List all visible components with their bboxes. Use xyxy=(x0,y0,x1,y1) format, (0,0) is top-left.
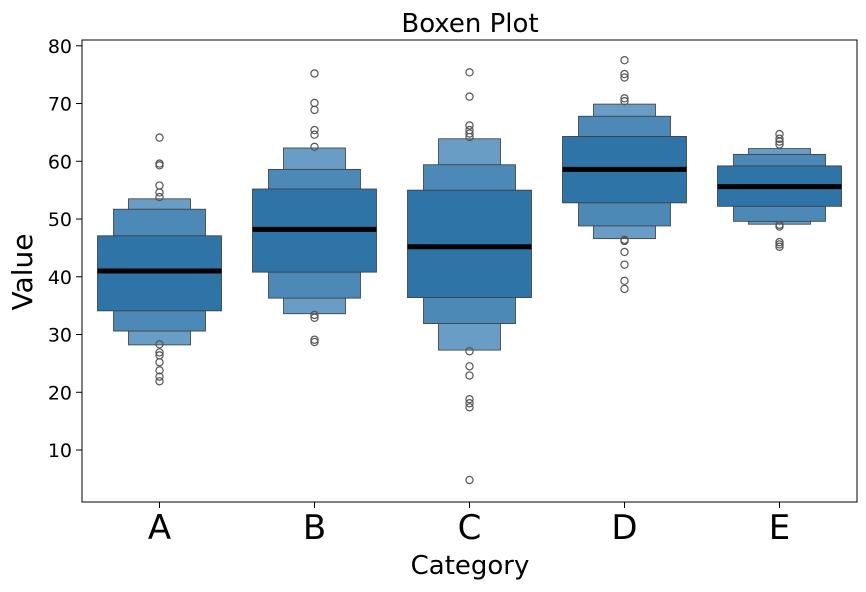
x-tick-label: D xyxy=(611,508,637,548)
outlier-point xyxy=(310,105,319,115)
outlier-point xyxy=(310,313,319,322)
outlier-point xyxy=(775,237,784,247)
y-tick-label: 40 xyxy=(48,267,72,289)
y-tick-label: 50 xyxy=(48,209,72,231)
outlier-point xyxy=(465,347,474,356)
outlier-point xyxy=(465,68,474,77)
boxen-group-a xyxy=(97,133,222,386)
outlier-point xyxy=(465,121,474,130)
outlier-point xyxy=(310,310,319,320)
outlier-point xyxy=(465,132,474,142)
y-axis: 10 20 30 40 50 60 70 80 xyxy=(48,36,82,462)
outlier-point xyxy=(155,358,164,367)
boxen-group-b xyxy=(252,69,377,347)
y-tick-label: 70 xyxy=(48,94,72,116)
outlier-point xyxy=(155,377,164,386)
outlier-point xyxy=(465,371,474,380)
y-tick-label: 60 xyxy=(48,151,72,173)
x-tick-label: B xyxy=(303,508,326,548)
outlier-point xyxy=(620,94,629,103)
outlier-point xyxy=(620,236,629,246)
outlier-point xyxy=(775,137,784,146)
outlier-point xyxy=(775,240,784,249)
outlier-point xyxy=(620,97,629,106)
outlier-point xyxy=(155,372,164,381)
outlier-point xyxy=(620,73,629,82)
outlier-point xyxy=(465,475,474,485)
outlier-point xyxy=(775,242,784,251)
outlier-point xyxy=(465,129,474,138)
boxen-group-d xyxy=(562,56,687,294)
outlier-point xyxy=(465,395,474,404)
x-axis-label: Category xyxy=(411,551,530,581)
outlier-point xyxy=(775,134,784,143)
chart-title: Boxen Plot xyxy=(401,9,538,39)
outlier-point xyxy=(310,337,319,347)
outlier-point xyxy=(155,348,164,357)
outlier-point xyxy=(310,69,319,78)
outlier-point xyxy=(465,362,474,371)
outlier-point xyxy=(310,98,319,108)
outlier-point xyxy=(465,92,474,101)
boxen-group-e xyxy=(717,129,842,251)
y-tick-label: 30 xyxy=(48,325,72,347)
outlier-point xyxy=(310,335,319,344)
outlier-point xyxy=(620,276,629,286)
x-tick-label: C xyxy=(458,508,482,548)
boxen-group-c xyxy=(407,68,532,485)
outlier-point xyxy=(310,142,319,152)
x-tick-label: E xyxy=(769,508,790,548)
outlier-point xyxy=(155,192,164,202)
y-axis-label: Value xyxy=(6,234,39,311)
outlier-point xyxy=(155,366,164,375)
y-tick-label: 10 xyxy=(48,440,72,462)
outlier-point xyxy=(620,247,629,257)
outlier-point xyxy=(465,403,474,412)
outlier-point xyxy=(155,161,164,170)
outlier-point xyxy=(155,181,164,190)
outlier-point xyxy=(155,188,164,197)
boxen-level-box xyxy=(407,189,532,298)
outlier-point xyxy=(155,133,164,142)
y-tick-label: 80 xyxy=(48,36,72,58)
outlier-point xyxy=(620,284,629,294)
x-axis: A B C D E xyxy=(148,502,790,548)
outlier-point xyxy=(775,222,784,231)
outlier-point xyxy=(155,340,164,349)
outlier-point xyxy=(775,140,784,149)
outlier-point xyxy=(465,399,474,408)
outlier-point xyxy=(620,260,629,269)
outlier-point xyxy=(310,125,319,135)
outlier-point xyxy=(620,69,629,79)
y-tick-label: 20 xyxy=(48,382,72,404)
x-tick-label: A xyxy=(148,508,171,548)
plot-area xyxy=(97,56,842,485)
outlier-point xyxy=(310,130,319,139)
outlier-point xyxy=(620,56,629,65)
